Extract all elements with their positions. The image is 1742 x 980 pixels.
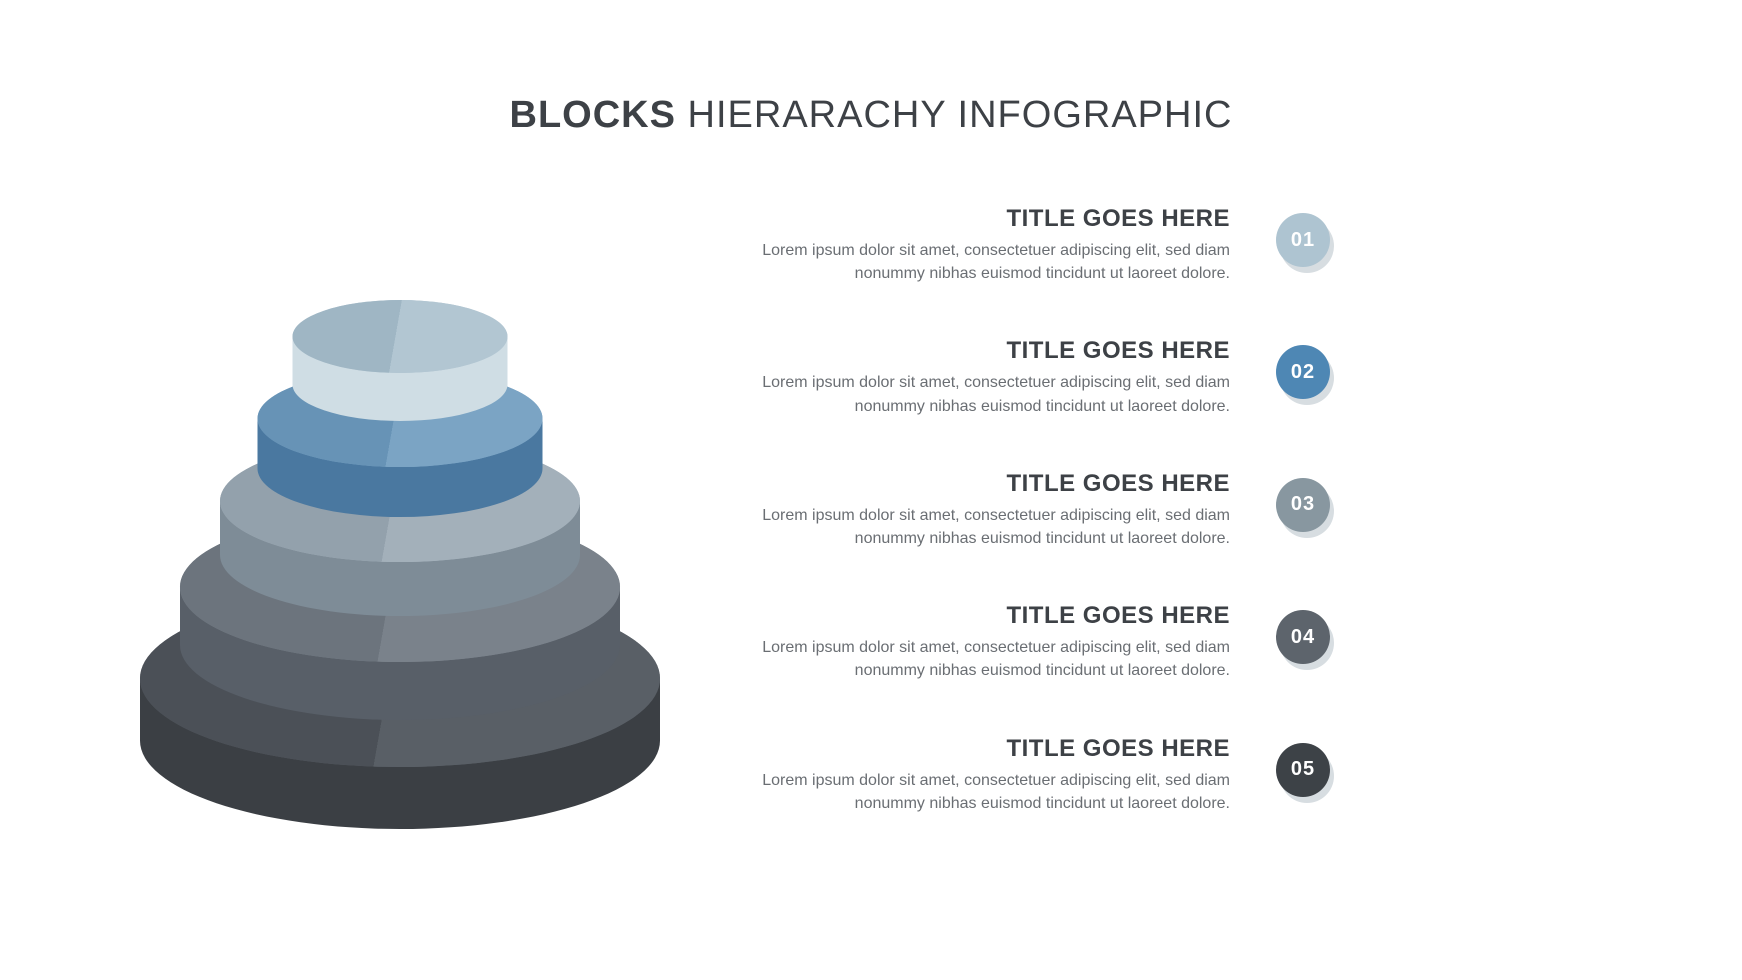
number-badge: 05 bbox=[1276, 743, 1330, 797]
item-desc: Lorem ipsum dolor sit amet, consectetuer… bbox=[740, 769, 1230, 815]
item-title: TITLE GOES HERE bbox=[740, 602, 1230, 630]
list-item-3: TITLE GOES HERE Lorem ipsum dolor sit ame… bbox=[740, 470, 1330, 550]
item-title: TITLE GOES HERE bbox=[740, 337, 1230, 365]
list-item-1: TITLE GOES HERE Lorem ipsum dolor sit ame… bbox=[740, 205, 1330, 285]
item-title: TITLE GOES HERE bbox=[740, 470, 1230, 498]
cylinder-top bbox=[293, 300, 508, 373]
list-item-5: TITLE GOES HERE Lorem ipsum dolor sit ame… bbox=[740, 735, 1330, 815]
heading-bold: BLOCKS bbox=[510, 94, 676, 136]
main-heading: BLOCKS HIERARACHY INFOGRAPHIC bbox=[0, 94, 1742, 137]
number-badge-wrap: 03 bbox=[1276, 478, 1330, 532]
number-badge-wrap: 05 bbox=[1276, 743, 1330, 797]
number-badge: 03 bbox=[1276, 478, 1330, 532]
item-title: TITLE GOES HERE bbox=[740, 205, 1230, 233]
item-title: TITLE GOES HERE bbox=[740, 735, 1230, 763]
cylinder-top-shade bbox=[293, 300, 508, 373]
heading-light: HIERARACHY INFOGRAPHIC bbox=[688, 94, 1233, 136]
number-badge: 04 bbox=[1276, 610, 1330, 664]
item-desc: Lorem ipsum dolor sit amet, consectetuer… bbox=[740, 371, 1230, 417]
items-list: TITLE GOES HERE Lorem ipsum dolor sit ame… bbox=[740, 205, 1330, 867]
item-desc: Lorem ipsum dolor sit amet, consectetuer… bbox=[740, 504, 1230, 550]
item-desc: Lorem ipsum dolor sit amet, consectetuer… bbox=[740, 636, 1230, 682]
number-badge-wrap: 04 bbox=[1276, 610, 1330, 664]
list-item-2: TITLE GOES HERE Lorem ipsum dolor sit ame… bbox=[740, 337, 1330, 417]
item-desc: Lorem ipsum dolor sit amet, consectetuer… bbox=[740, 239, 1230, 285]
list-item-4: TITLE GOES HERE Lorem ipsum dolor sit ame… bbox=[740, 602, 1330, 682]
number-badge: 01 bbox=[1276, 213, 1330, 267]
number-badge-wrap: 02 bbox=[1276, 345, 1330, 399]
number-badge: 02 bbox=[1276, 345, 1330, 399]
cylinder-stack bbox=[130, 240, 670, 760]
number-badge-wrap: 01 bbox=[1276, 213, 1330, 267]
